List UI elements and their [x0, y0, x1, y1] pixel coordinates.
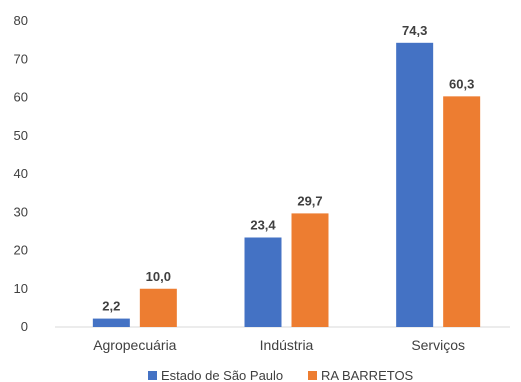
y-tick-label: 20: [14, 243, 28, 258]
bars: [92, 42, 481, 328]
legend-swatch: [308, 371, 317, 380]
y-axis-ticks: 0 10 20 30 40 50 60 70 80: [14, 13, 28, 334]
data-label: 10,0: [146, 269, 171, 284]
x-category-label: Agropecuária: [93, 337, 176, 353]
legend-label: Estado de São Paulo: [161, 368, 283, 382]
data-label: 29,7: [297, 193, 322, 208]
bar-sao-paulo-0: [92, 318, 130, 327]
bar-sao-paulo-2: [396, 42, 434, 328]
bar-ra-barretos-0: [139, 288, 177, 327]
y-tick-label: 70: [14, 51, 28, 66]
bar-ra-barretos-1: [291, 213, 329, 327]
x-category-label: Indústria: [260, 337, 314, 353]
data-labels: 2,2 10,0 23,4 29,7 74,3 60,3: [102, 23, 474, 314]
data-label: 2,2: [102, 299, 120, 314]
legend-swatch: [148, 371, 157, 380]
legend-label: RA BARRETOS: [321, 368, 414, 382]
y-tick-label: 40: [14, 166, 28, 181]
x-category-label: Serviços: [411, 337, 465, 353]
data-label: 23,4: [250, 217, 276, 232]
data-label: 60,3: [449, 76, 474, 91]
y-tick-label: 0: [21, 319, 28, 334]
data-label: 74,3: [402, 23, 427, 38]
y-tick-label: 60: [14, 90, 28, 105]
legend: Estado de São Paulo RA BARRETOS: [148, 368, 414, 382]
bar-ra-barretos-2: [443, 96, 481, 327]
bar-sao-paulo-1: [244, 237, 282, 327]
y-tick-label: 10: [14, 281, 28, 296]
y-tick-label: 50: [14, 128, 28, 143]
y-tick-label: 80: [14, 13, 28, 28]
y-tick-label: 30: [14, 204, 28, 219]
x-axis-labels: Agropecuária Indústria Serviços: [93, 337, 465, 353]
